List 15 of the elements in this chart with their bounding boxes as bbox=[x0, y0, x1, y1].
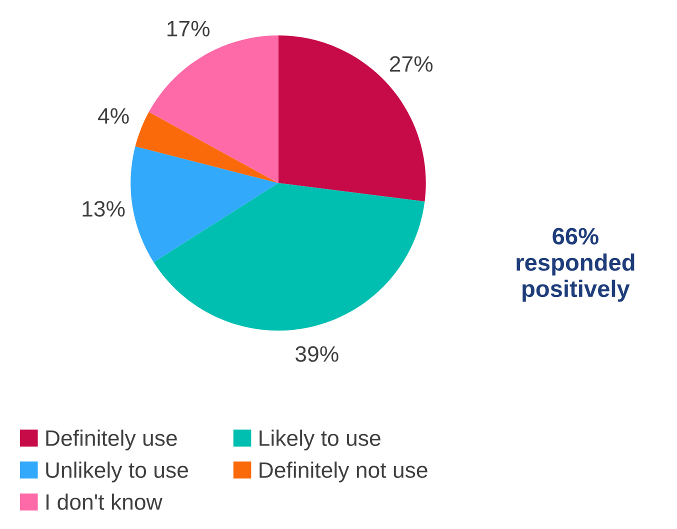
pie-slice bbox=[130, 146, 278, 262]
data-label: 27% bbox=[390, 56, 433, 72]
legend-label: Unlikely to use bbox=[46, 462, 188, 482]
data-label: 13% bbox=[82, 200, 125, 217]
pie-slice bbox=[135, 112, 278, 184]
data-label: 39% bbox=[296, 346, 338, 362]
legend-label: I don't know bbox=[46, 494, 162, 510]
legend-label: Definitely not use bbox=[260, 462, 428, 482]
data-label: 4% bbox=[98, 108, 129, 124]
pie-slice bbox=[154, 183, 425, 331]
data-label: 17% bbox=[168, 20, 210, 36]
pie-slice bbox=[148, 35, 278, 184]
text: 66% responded positively bbox=[516, 228, 634, 302]
legend-label: Likely to use bbox=[260, 430, 380, 450]
legend-label: Definitely use bbox=[46, 430, 177, 450]
